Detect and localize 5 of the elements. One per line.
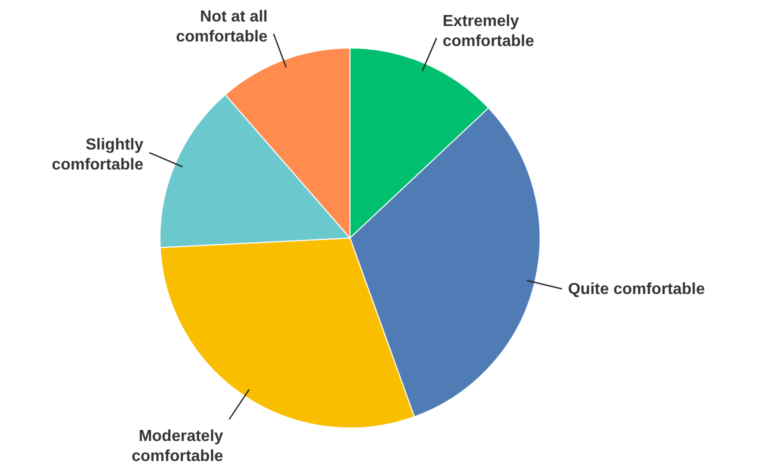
slice-label: Not at all comfortable bbox=[176, 8, 268, 46]
slice-label: Slightly comfortable bbox=[52, 136, 144, 174]
slice-label: Quite comfortable bbox=[568, 280, 705, 298]
slice-label: Moderately comfortable bbox=[132, 428, 224, 465]
slice-label: Extremely comfortable bbox=[442, 12, 534, 50]
